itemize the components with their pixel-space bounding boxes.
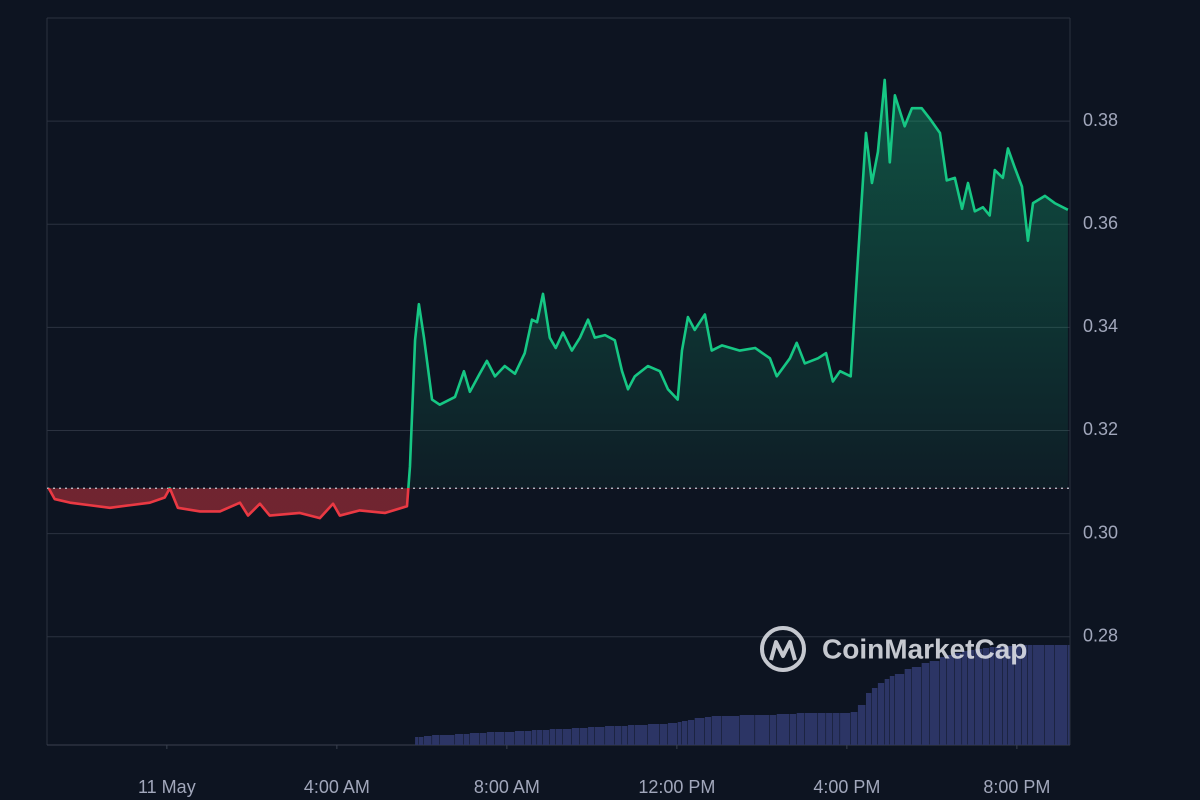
x-tick-label: 4:00 PM	[813, 777, 880, 797]
y-tick-label: 0.36	[1083, 213, 1118, 233]
volume-bar	[954, 653, 962, 745]
watermark-logo	[760, 626, 806, 672]
y-tick-label: 0.38	[1083, 110, 1118, 130]
volume-bar	[1067, 645, 1070, 745]
volume-bar	[1044, 645, 1055, 745]
volume-bar	[982, 648, 990, 745]
volume-bar	[634, 725, 648, 745]
volume-bar	[804, 713, 818, 745]
volume-bar	[588, 727, 595, 745]
volume-bar	[479, 733, 487, 745]
volume-bar	[962, 651, 968, 745]
volume-bar	[929, 661, 940, 745]
volume-bar	[562, 729, 572, 745]
volume-bar	[877, 683, 885, 745]
volume-bar	[989, 647, 995, 745]
volume-bar	[504, 732, 515, 745]
volume-bar	[687, 720, 695, 745]
volume-bar	[579, 728, 588, 745]
volume-bar	[1014, 645, 1022, 745]
volume-bar	[904, 669, 912, 745]
volume-bar	[850, 712, 858, 745]
x-tick-label: 8:00 AM	[474, 777, 540, 797]
volume-bar	[439, 735, 455, 745]
volume-bar	[423, 736, 432, 745]
volume-bar	[531, 730, 537, 745]
volume-bar	[911, 667, 922, 745]
volume-bar	[549, 729, 556, 745]
volume-bar	[884, 679, 890, 745]
watermark-text: CoinMarketCap	[822, 633, 1027, 664]
volume-bar	[418, 737, 424, 745]
volume-bar	[432, 735, 440, 745]
volume-bar	[865, 693, 872, 745]
volume-bar	[755, 715, 770, 745]
volume-bar	[1033, 645, 1045, 745]
volume-bar	[681, 721, 688, 745]
volume-bar	[1007, 646, 1015, 745]
volume-bar	[694, 718, 705, 745]
x-tick-label: 12:00 PM	[638, 777, 715, 797]
volume-bar	[463, 734, 470, 745]
volume-bar	[921, 663, 930, 745]
volume-bar	[739, 715, 755, 745]
volume-bar	[667, 723, 678, 745]
volume-bar	[1021, 645, 1028, 745]
volume-bar	[776, 714, 790, 745]
y-tick-label: 0.32	[1083, 419, 1118, 439]
volume-bar	[840, 713, 851, 745]
volume-bar	[857, 705, 866, 745]
volume-bar	[677, 722, 682, 745]
volume-bar	[594, 727, 605, 745]
volume-bar	[1054, 645, 1068, 745]
y-tick-label: 0.30	[1083, 522, 1118, 542]
volume-bar	[967, 650, 975, 745]
watermark-logo-mark	[769, 640, 797, 661]
volume-bar	[817, 713, 826, 745]
volume-bar	[889, 676, 895, 745]
volume-bar	[415, 737, 419, 745]
volume-bar	[871, 688, 878, 745]
volume-bar	[571, 728, 580, 745]
volume-bar	[721, 716, 740, 745]
volume-bar	[1027, 645, 1033, 745]
volume-bar	[494, 732, 505, 745]
volume-bar	[555, 729, 563, 745]
volume-bar	[659, 724, 668, 745]
volume-bar	[542, 730, 550, 745]
volume-bar	[826, 713, 833, 745]
volume-bar	[704, 717, 712, 745]
volume-bar	[537, 730, 543, 745]
x-tick-label: 11 May	[138, 777, 196, 797]
volume-bar	[614, 726, 622, 745]
x-tick-label: 8:00 PM	[983, 777, 1050, 797]
volume-bar	[711, 716, 722, 745]
y-tick-label: 0.34	[1083, 316, 1118, 336]
volume-bar	[605, 726, 615, 745]
volume-bar	[796, 713, 805, 745]
watermark: CoinMarketCap	[760, 626, 1027, 672]
volume-bar	[514, 731, 525, 745]
volume-bar	[455, 734, 464, 745]
volume-bar	[486, 732, 495, 745]
price-line	[47, 78, 1069, 520]
volume-bar	[469, 733, 480, 745]
volume-bar	[524, 731, 532, 745]
volume-bar	[647, 724, 660, 745]
volume-bar	[939, 657, 947, 745]
volume-bar	[1002, 646, 1008, 745]
volume-bar	[832, 713, 840, 745]
volume-bar	[994, 647, 1003, 745]
volume-bar	[789, 714, 797, 745]
y-tick-label: 0.28	[1083, 625, 1118, 645]
volume-bar	[946, 655, 955, 745]
volume-bar	[974, 649, 983, 745]
volume-bar	[622, 726, 628, 745]
volume-bar	[769, 715, 777, 745]
price-area	[48, 79, 1068, 519]
volume-bar	[894, 674, 905, 745]
x-tick-label: 4:00 AM	[304, 777, 370, 797]
volume-bar	[627, 725, 635, 745]
